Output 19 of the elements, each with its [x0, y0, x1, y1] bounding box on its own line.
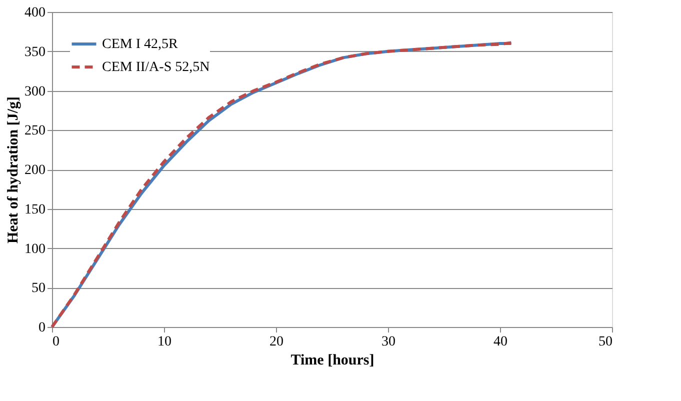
y-tick-label: 50	[32, 281, 46, 296]
y-tick-label: 400	[24, 6, 46, 20]
x-tick-label: 40	[494, 334, 508, 350]
y-tick-label: 350	[24, 44, 46, 60]
y-tick-label: 250	[24, 124, 46, 139]
y-tick-label: 150	[24, 202, 46, 218]
legend-label: CEM II/A-S 52,5N	[102, 60, 210, 75]
x-tick-label: 10	[158, 334, 172, 350]
y-tick-label: 0	[38, 320, 46, 336]
x-tick-label: 30	[382, 334, 396, 350]
y-tick-label: 300	[24, 84, 46, 100]
y-tick-label: 200	[24, 163, 46, 178]
x-axis-title: Time [hours]	[290, 352, 374, 368]
x-tick-label: 20	[270, 334, 284, 350]
y-tick-label: 100	[24, 242, 46, 257]
x-tick-label: 50	[598, 334, 612, 350]
legend-label: CEM I 42,5R	[102, 37, 178, 52]
x-tick-label: 0	[52, 334, 60, 350]
y-axis-title: Heat of hydration [J/g]	[6, 96, 22, 244]
